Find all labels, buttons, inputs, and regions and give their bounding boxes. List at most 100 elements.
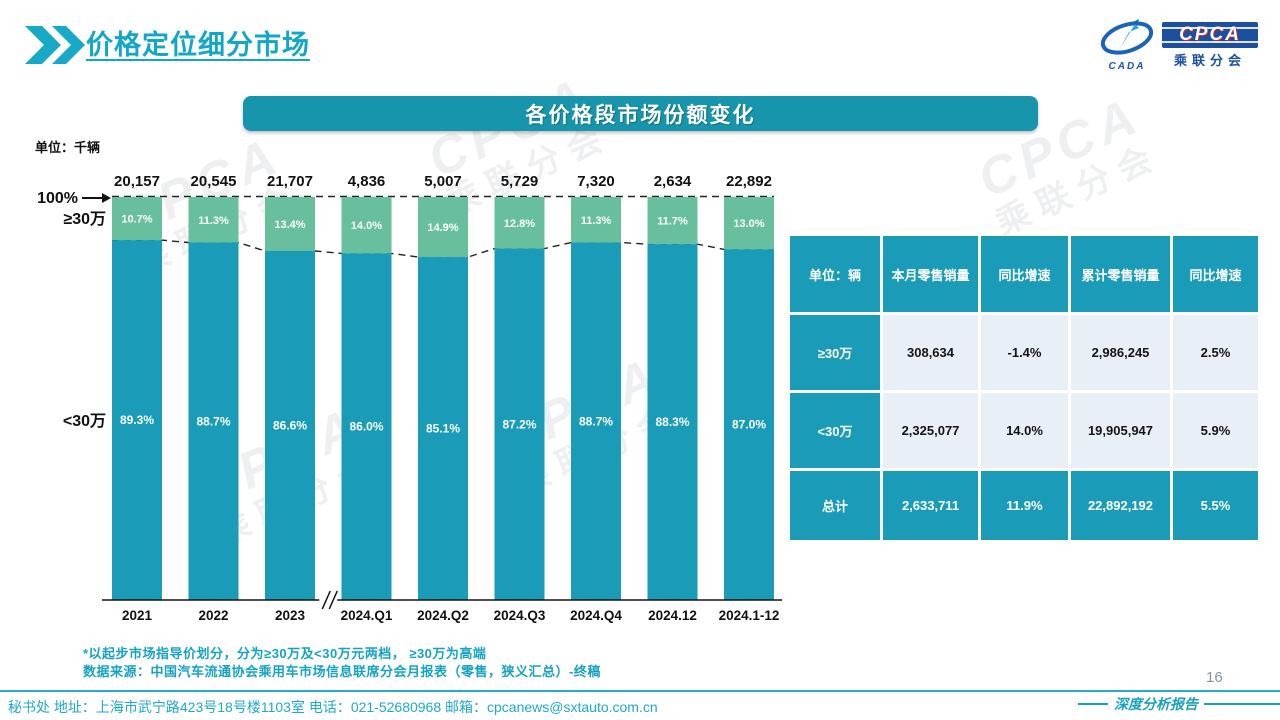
cpca-box: CPCA [1162, 21, 1258, 48]
table-data-cell: 2,986,245 [1071, 315, 1170, 390]
footer-divider [0, 690, 1280, 692]
table-data-cell: 22,892,192 [1071, 471, 1170, 540]
report-label: 深度分析报告 [1114, 697, 1198, 713]
bar-low-pct-label: 89.3% [120, 413, 154, 427]
bar-segment-high [647, 197, 698, 245]
bar-high-pct-label: 12.8% [504, 218, 535, 230]
bar-segment-high [494, 197, 545, 249]
report-line-left [1078, 703, 1108, 705]
x-axis-label: 2024.1-12 [719, 608, 780, 623]
bar-high-pct-label: 13.0% [733, 218, 764, 230]
bar-total-label: 20,157 [114, 173, 160, 190]
footnote-definition: *以起步市场指导价划分，分为≥30万及<30万元两档， ≥30万为高端 [83, 646, 487, 661]
x-axis-label: 2024.Q2 [417, 608, 469, 623]
bar-segment-high [265, 197, 315, 252]
bar-segment-low [418, 257, 468, 600]
bar-segment-high [724, 197, 774, 250]
table-data-cell: 14.0% [981, 393, 1068, 468]
bar-total-label: 5,729 [501, 173, 539, 190]
bar-segment-low [341, 253, 392, 601]
x-axis-label: 2024.12 [648, 608, 697, 623]
chart-title-banner: 各价格段市场份额变化 [243, 96, 1038, 131]
table-data-cell: -1.4% [981, 315, 1068, 390]
cada-swoosh-icon [1100, 19, 1154, 55]
bar-low-pct-label: 88.7% [579, 414, 613, 428]
cada-logo-mark: CADA [1096, 18, 1158, 72]
arrow-head-icon [102, 193, 111, 203]
bar-segment-low [188, 242, 239, 600]
bar-total-label: 5,007 [424, 173, 462, 190]
bar-total-label: 7,320 [577, 173, 615, 190]
x-axis-label: 2024.Q1 [341, 608, 393, 623]
table-data-cell: 2,633,711 [883, 471, 978, 540]
table-data-cell: 2,325,077 [883, 393, 978, 468]
summary-table: 单位：辆 本月零售销量 同比增速 累计零售销量 同比增速 ≥30万 308,634 -1.4%… [790, 236, 1258, 540]
bar-segment-high [571, 197, 621, 243]
bar-segment-low [112, 240, 162, 600]
bar-high-pct-label: 10.7% [121, 214, 152, 226]
bar-total-label: 20,545 [191, 173, 237, 190]
table-header-cell: 同比增速 [981, 236, 1068, 312]
bar-segment-low [647, 244, 698, 600]
table-header-cell: 累计零售销量 [1071, 236, 1170, 312]
report-label-row: 深度分析报告 [1078, 694, 1280, 714]
table-header-cell: 单位：辆 [790, 236, 880, 312]
bar-segment-high [112, 197, 162, 241]
bar-low-pct-label: 88.7% [196, 414, 230, 428]
x-axis-label: 2023 [275, 608, 306, 623]
report-line-right [1204, 703, 1280, 705]
cpca-wordmark: CPCA 乘联分会 [1162, 21, 1258, 69]
bar-segment-low [265, 251, 315, 600]
chart-title: 各价格段市场份额变化 [525, 103, 756, 127]
chart-unit-label: 单位：千辆 [35, 140, 101, 155]
chart-canvas: 20,157 10.7% 89.3% 2021 20,545 11.3% 88.7% 2022… [37, 173, 782, 623]
page-number: 16 [1206, 669, 1223, 686]
bar-total-label: 2,634 [654, 173, 692, 190]
legend-high-label: ≥30万 [63, 211, 106, 228]
bar-high-pct-label: 14.9% [427, 222, 458, 234]
table-header-cell: 本月零售销量 [883, 236, 978, 312]
bar-high-pct-label: 13.4% [274, 219, 305, 231]
bar-low-pct-label: 88.3% [655, 415, 689, 429]
bar-high-pct-label: 11.3% [581, 215, 612, 227]
x-axis-label: 2022 [198, 608, 228, 623]
page-title: 价格定位细分市场 [86, 30, 310, 60]
bar-segment-high [418, 197, 468, 258]
bar-high-pct-label: 14.0% [351, 220, 382, 232]
table-row-label: 总计 [790, 471, 880, 540]
table-data-cell: 308,634 [883, 315, 978, 390]
bar-segment-high [341, 197, 392, 254]
table-data-cell: 5.9% [1173, 393, 1258, 468]
cpca-logo: CADA CPCA 乘联分会 [1096, 15, 1262, 75]
bar-total-label: 22,892 [726, 173, 772, 190]
axis-break-gap [319, 593, 338, 607]
bar-segment-low [724, 249, 774, 600]
axis-break-slash [328, 590, 338, 610]
bar-low-pct-label: 85.1% [426, 422, 460, 436]
bar-low-pct-label: 87.2% [502, 417, 536, 431]
table-header-cell: 同比增速 [1173, 236, 1258, 312]
axis-break-slash [321, 590, 331, 610]
top-axis-label: 100% [37, 190, 78, 207]
legend-low-label: <30万 [63, 413, 106, 430]
bar-high-pct-label: 11.3% [198, 215, 229, 227]
cpca-label: CPCA [1179, 23, 1241, 45]
x-axis-label: 2021 [122, 608, 153, 623]
footnote-source: 数据来源：中国汽车流通协会乘用车市场信息联席分会月报表（零售，狭义汇总）-终稿 [83, 664, 601, 679]
cada-label: CADA [1108, 61, 1146, 72]
bar-segment-high [188, 197, 239, 243]
table-data-cell: 19,905,947 [1071, 393, 1170, 468]
bar-total-label: 21,707 [267, 173, 313, 190]
table-row-label: ≥30万 [790, 315, 880, 390]
double-chevron-icon [25, 26, 85, 64]
cpca-sub-label: 乘联分会 [1173, 52, 1246, 68]
bar-total-label: 4,836 [348, 173, 386, 190]
x-axis-label: 2024.Q3 [494, 608, 546, 623]
watermark-subtext: 乘联分会 [990, 136, 1167, 243]
bar-low-pct-label: 86.0% [349, 420, 383, 434]
table-row-label: <30万 [790, 393, 880, 468]
table-data-cell: 5.5% [1173, 471, 1258, 540]
x-axis-label: 2024.Q4 [570, 608, 622, 623]
bar-low-pct-label: 86.6% [273, 419, 307, 433]
